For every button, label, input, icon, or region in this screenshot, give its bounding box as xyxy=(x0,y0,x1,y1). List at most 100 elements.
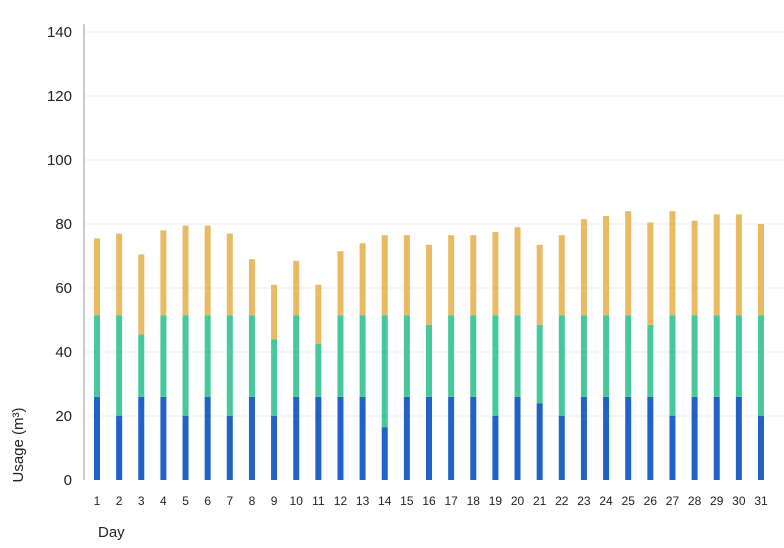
x-tick-label: 28 xyxy=(688,494,702,508)
x-tick-label: 23 xyxy=(577,494,591,508)
x-tick-label: 11 xyxy=(312,494,325,508)
bar-segment-day-11-series-2 xyxy=(315,344,322,397)
bar-segment-day-3-series-3 xyxy=(138,254,145,335)
bar-segment-day-27-series-3 xyxy=(669,211,676,316)
x-tick-label: 16 xyxy=(422,494,436,508)
x-tick-label: 17 xyxy=(444,494,458,508)
gridlines xyxy=(84,31,784,417)
bar-segment-day-29-series-3 xyxy=(713,214,720,316)
y-tick-label: 120 xyxy=(47,88,72,105)
bar-segment-day-25-series-1 xyxy=(625,396,632,480)
bar-segment-day-19-series-3 xyxy=(492,232,499,316)
x-tick-label: 19 xyxy=(489,494,503,508)
bar-segment-day-8-series-2 xyxy=(248,315,255,397)
bar-segment-day-7-series-1 xyxy=(226,416,233,480)
x-tick-label: 18 xyxy=(467,494,481,508)
x-tick-label: 29 xyxy=(710,494,724,508)
y-tick-labels: 0 20 40 60 80 100 120 140 xyxy=(47,24,72,489)
bar-segment-day-14-series-2 xyxy=(381,315,388,428)
x-tick-label: 25 xyxy=(622,494,636,508)
bar-segment-day-18-series-3 xyxy=(470,235,477,316)
bar-segment-day-10-series-2 xyxy=(293,315,300,397)
y-tick-label: 80 xyxy=(55,216,72,233)
bar-segment-day-18-series-2 xyxy=(470,315,477,397)
x-axis-title: Day xyxy=(98,524,125,541)
x-tick-labels: 1 2 3 4 5 6 7 8 9 10 11 12 13 14 15 16 17 18 19 20 21 22 23 24 2… xyxy=(94,494,768,508)
bar-segment-day-29-series-1 xyxy=(713,396,720,480)
x-tick-label: 7 xyxy=(226,494,233,508)
bar-segment-day-4-series-3 xyxy=(160,230,167,316)
bar-segment-day-15-series-3 xyxy=(403,235,410,316)
bar-segment-day-23-series-1 xyxy=(580,396,587,480)
bar-segment-day-8-series-3 xyxy=(248,259,255,316)
bar-segment-day-5-series-3 xyxy=(182,225,189,316)
bar-segment-day-25-series-3 xyxy=(625,211,632,316)
x-tick-label: 10 xyxy=(290,494,304,508)
bar-segment-day-18-series-1 xyxy=(470,396,477,480)
bar-segment-day-24-series-3 xyxy=(603,216,610,316)
bar-segment-day-6-series-3 xyxy=(204,225,211,316)
bar-segment-day-22-series-2 xyxy=(558,315,565,416)
bar-segment-day-20-series-3 xyxy=(514,227,521,316)
bar-segment-day-22-series-1 xyxy=(558,416,565,480)
bar-segment-day-20-series-2 xyxy=(514,315,521,397)
bar-segment-day-31-series-2 xyxy=(758,315,764,416)
x-tick-label: 6 xyxy=(204,494,211,508)
bar-segment-day-16-series-2 xyxy=(426,324,432,397)
bar-segment-day-5-series-2 xyxy=(182,315,189,416)
bar-segment-day-7-series-2 xyxy=(226,315,233,416)
bar-segment-day-1-series-1 xyxy=(94,396,100,480)
y-tick-label: 60 xyxy=(55,280,72,297)
bar-segment-day-9-series-1 xyxy=(271,416,278,480)
x-tick-label: 3 xyxy=(138,494,145,508)
y-axis-title: Usage (m³) xyxy=(10,407,27,482)
bar-segment-day-12-series-1 xyxy=(337,396,344,480)
bar-segment-day-26-series-1 xyxy=(647,396,654,480)
bar-segment-day-22-series-3 xyxy=(558,235,565,316)
bar-segment-day-17-series-3 xyxy=(448,235,455,316)
bar-segment-day-9-series-3 xyxy=(271,284,278,340)
bar-segment-day-13-series-2 xyxy=(359,315,366,397)
x-tick-label: 30 xyxy=(732,494,746,508)
bar-segment-day-2-series-2 xyxy=(116,315,123,416)
bar-segment-day-3-series-2 xyxy=(138,334,145,397)
bar-segment-day-21-series-1 xyxy=(536,403,543,480)
bar-segment-day-28-series-3 xyxy=(691,220,698,316)
bar-segment-day-5-series-1 xyxy=(182,416,189,480)
bar-segment-day-14-series-3 xyxy=(381,235,388,316)
bar-segment-day-16-series-1 xyxy=(426,396,432,480)
bar-segment-day-17-series-2 xyxy=(448,315,455,397)
bar-segment-day-31-series-1 xyxy=(758,416,764,480)
bar-segment-day-1-series-3 xyxy=(94,238,100,316)
y-tick-label: 0 xyxy=(64,472,72,489)
bar-segment-day-21-series-3 xyxy=(536,244,543,325)
x-tick-label: 26 xyxy=(644,494,658,508)
x-tick-label: 12 xyxy=(334,494,348,508)
bar-segment-day-10-series-3 xyxy=(293,260,300,316)
bar-segment-day-30-series-3 xyxy=(735,214,742,316)
bar-segment-day-9-series-2 xyxy=(271,339,278,416)
bar-segment-day-11-series-3 xyxy=(315,284,322,344)
bar-segment-day-8-series-1 xyxy=(248,396,255,480)
bar-segment-day-25-series-2 xyxy=(625,315,632,397)
bar-segment-day-26-series-3 xyxy=(647,222,654,325)
bar-segment-day-17-series-1 xyxy=(448,396,455,480)
x-tick-label: 4 xyxy=(160,494,167,508)
bar-segment-day-24-series-2 xyxy=(603,315,610,397)
x-tick-label: 20 xyxy=(511,494,525,508)
x-tick-label: 27 xyxy=(666,494,680,508)
bar-segment-day-27-series-1 xyxy=(669,416,676,480)
x-tick-label: 15 xyxy=(400,494,414,508)
bar-segment-day-6-series-1 xyxy=(204,396,211,480)
x-tick-label: 31 xyxy=(754,494,768,508)
bar-segment-day-15-series-2 xyxy=(403,315,410,397)
bar-segment-day-2-series-1 xyxy=(116,416,123,480)
bar-segment-day-23-series-2 xyxy=(580,315,587,397)
bar-segment-day-30-series-1 xyxy=(735,396,742,480)
bar-segment-day-13-series-3 xyxy=(359,243,366,316)
bar-segment-day-31-series-3 xyxy=(758,224,764,316)
bar-segment-day-12-series-3 xyxy=(337,251,344,316)
x-tick-label: 2 xyxy=(116,494,123,508)
bar-segment-day-19-series-2 xyxy=(492,315,499,416)
